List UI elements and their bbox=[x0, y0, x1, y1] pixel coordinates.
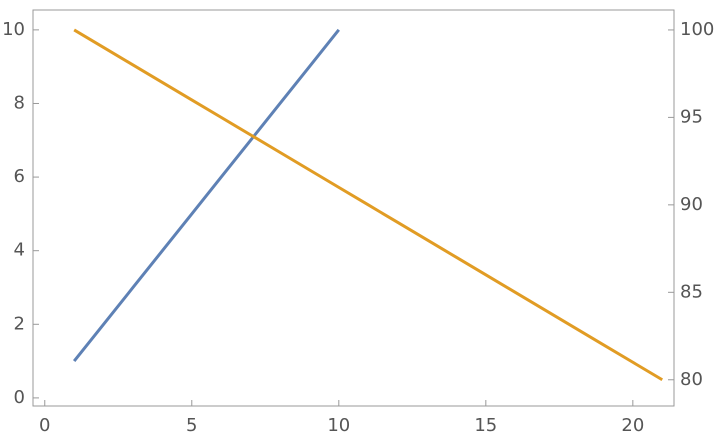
y2-tick-label: 90 bbox=[680, 194, 703, 215]
series-line bbox=[73, 28, 664, 382]
y-tick-label: 4 bbox=[14, 240, 25, 261]
y-tick-label: 8 bbox=[14, 92, 25, 113]
series-line bbox=[72, 28, 340, 363]
x-tick-label: 15 bbox=[474, 415, 497, 436]
y2-tick-label: 80 bbox=[680, 369, 703, 390]
y-tick-label: 10 bbox=[2, 19, 25, 40]
x-tick-label: 10 bbox=[327, 415, 350, 436]
y2-tick-label: 95 bbox=[680, 106, 703, 127]
x-tick-label: 5 bbox=[186, 415, 197, 436]
x-tick-label: 0 bbox=[39, 415, 50, 436]
y-tick-label: 2 bbox=[14, 313, 25, 334]
y2-tick-label: 85 bbox=[680, 281, 703, 302]
y2-tick-label: 100 bbox=[680, 19, 714, 40]
y-tick-label: 0 bbox=[14, 387, 25, 408]
x-tick-label: 20 bbox=[621, 415, 644, 436]
plot-frame bbox=[32, 9, 675, 407]
y-tick-label: 6 bbox=[14, 166, 25, 187]
